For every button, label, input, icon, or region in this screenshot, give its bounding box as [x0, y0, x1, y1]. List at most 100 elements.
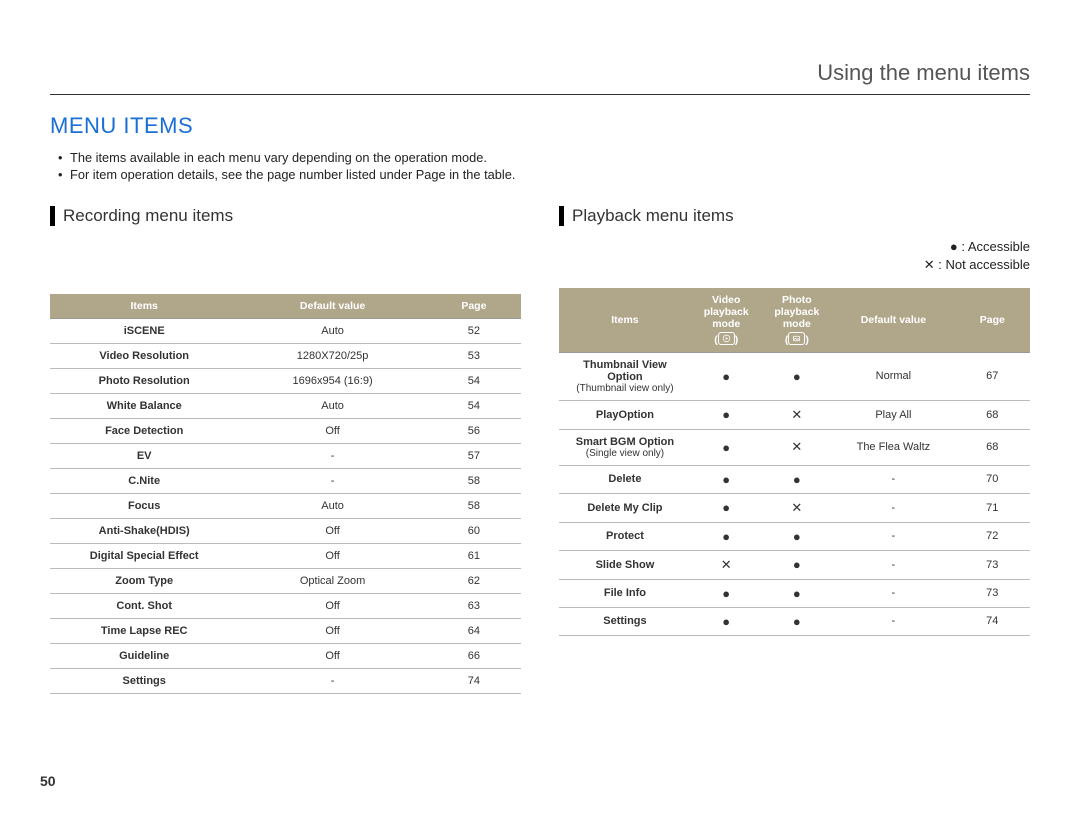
table-row: Settings-74	[50, 668, 521, 693]
cell-default: Optical Zoom	[238, 568, 426, 593]
cell-default: -	[832, 607, 954, 635]
cell-default: -	[238, 468, 426, 493]
cell-video-mode: ●	[691, 579, 762, 607]
cell-page: 64	[427, 618, 521, 643]
table-row: Delete●●-70	[559, 465, 1030, 493]
cell-page: 67	[955, 352, 1030, 400]
bullet-item: For item operation details, see the page…	[50, 166, 1030, 183]
cell-item: Slide Show	[559, 550, 691, 579]
table-row: Settings●●-74	[559, 607, 1030, 635]
cell-photo-mode: ●	[762, 352, 833, 400]
playback-table: Items Video playback mode () Photo playb…	[559, 288, 1030, 636]
cell-page: 58	[427, 468, 521, 493]
table-row: PlayOption●✕Play All68	[559, 400, 1030, 429]
cell-page: 74	[955, 607, 1030, 635]
col-header-photo-mode: Photo playback mode ()	[762, 288, 833, 353]
table-row: Thumbnail View Option(Thumbnail view onl…	[559, 352, 1030, 400]
cell-photo-mode: ✕	[762, 429, 833, 465]
cell-item: White Balance	[50, 393, 238, 418]
cell-page: 73	[955, 579, 1030, 607]
section-header: Using the menu items	[50, 60, 1030, 95]
table-row: Face DetectionOff56	[50, 418, 521, 443]
cell-item: Photo Resolution	[50, 368, 238, 393]
cell-photo-mode: ✕	[762, 400, 833, 429]
cell-default: Off	[238, 543, 426, 568]
table-row: White BalanceAuto54	[50, 393, 521, 418]
table-row: FocusAuto58	[50, 493, 521, 518]
table-row: Video Resolution1280X720/25p53	[50, 343, 521, 368]
cell-item: Smart BGM Option(Single view only)	[559, 429, 691, 465]
cell-default: -	[238, 443, 426, 468]
cell-page: 68	[955, 400, 1030, 429]
cell-item: Face Detection	[50, 418, 238, 443]
cell-default: -	[832, 550, 954, 579]
cell-page: 52	[427, 318, 521, 343]
content-columns: Recording menu items Items Default value…	[50, 206, 1030, 694]
cell-photo-mode: ●	[762, 579, 833, 607]
document-page: Using the menu items MENU ITEMS The item…	[0, 0, 1080, 825]
recording-column: Recording menu items Items Default value…	[50, 206, 521, 694]
cell-item: Thumbnail View Option(Thumbnail view onl…	[559, 352, 691, 400]
table-row: Anti-Shake(HDIS)Off60	[50, 518, 521, 543]
table-row: Zoom TypeOptical Zoom62	[50, 568, 521, 593]
page-number: 50	[40, 773, 56, 789]
table-row: Smart BGM Option(Single view only)●✕The …	[559, 429, 1030, 465]
cell-page: 68	[955, 429, 1030, 465]
cell-page: 61	[427, 543, 521, 568]
cell-default: Off	[238, 518, 426, 543]
cell-default: -	[832, 579, 954, 607]
cell-default: Off	[238, 418, 426, 443]
cell-item: Delete	[559, 465, 691, 493]
legend-not-label: : Not accessible	[935, 257, 1030, 272]
cell-default: Normal	[832, 352, 954, 400]
cell-item: EV	[50, 443, 238, 468]
cell-default: Off	[238, 643, 426, 668]
recording-heading: Recording menu items	[50, 206, 521, 226]
cell-page: 62	[427, 568, 521, 593]
table-row: Cont. ShotOff63	[50, 593, 521, 618]
heading-bar-icon	[559, 206, 564, 226]
table-row: iSCENEAuto52	[50, 318, 521, 343]
cell-page: 53	[427, 343, 521, 368]
intro-bullets: The items available in each menu vary de…	[50, 149, 1030, 184]
photo-mode-icon	[788, 332, 805, 345]
legend-accessible-symbol: ●	[950, 239, 958, 254]
cell-default: Off	[238, 593, 426, 618]
table-row: GuidelineOff66	[50, 643, 521, 668]
col-header-default: Default value	[832, 288, 954, 353]
cell-default: -	[832, 522, 954, 550]
cell-default: Auto	[238, 318, 426, 343]
cell-video-mode: ●	[691, 429, 762, 465]
cell-item: Focus	[50, 493, 238, 518]
cell-video-mode: ✕	[691, 550, 762, 579]
col-header-video-mode: Video playback mode ()	[691, 288, 762, 353]
col-header-default: Default value	[238, 294, 426, 319]
cell-item: Delete My Clip	[559, 493, 691, 522]
cell-item: Anti-Shake(HDIS)	[50, 518, 238, 543]
table-row: Slide Show✕●-73	[559, 550, 1030, 579]
playback-heading-text: Playback menu items	[572, 206, 734, 226]
cell-item: Protect	[559, 522, 691, 550]
cell-page: 57	[427, 443, 521, 468]
cell-page: 70	[955, 465, 1030, 493]
cell-page: 54	[427, 368, 521, 393]
cell-video-mode: ●	[691, 607, 762, 635]
recording-heading-text: Recording menu items	[63, 206, 233, 226]
cell-page: 54	[427, 393, 521, 418]
cell-page: 58	[427, 493, 521, 518]
cell-default: Auto	[238, 493, 426, 518]
cell-default: -	[832, 465, 954, 493]
cell-photo-mode: ✕	[762, 493, 833, 522]
recording-table: Items Default value Page iSCENEAuto52Vid…	[50, 294, 521, 694]
legend-not-symbol: ✕	[924, 257, 935, 272]
col-header-page: Page	[955, 288, 1030, 353]
cell-item: C.Nite	[50, 468, 238, 493]
cell-page: 63	[427, 593, 521, 618]
cell-page: 73	[955, 550, 1030, 579]
legend: ● : Accessible ✕ : Not accessible	[559, 238, 1030, 274]
cell-default: Auto	[238, 393, 426, 418]
cell-default: Off	[238, 618, 426, 643]
layout-spacer	[50, 238, 521, 294]
heading-bar-icon	[50, 206, 55, 226]
cell-photo-mode: ●	[762, 607, 833, 635]
